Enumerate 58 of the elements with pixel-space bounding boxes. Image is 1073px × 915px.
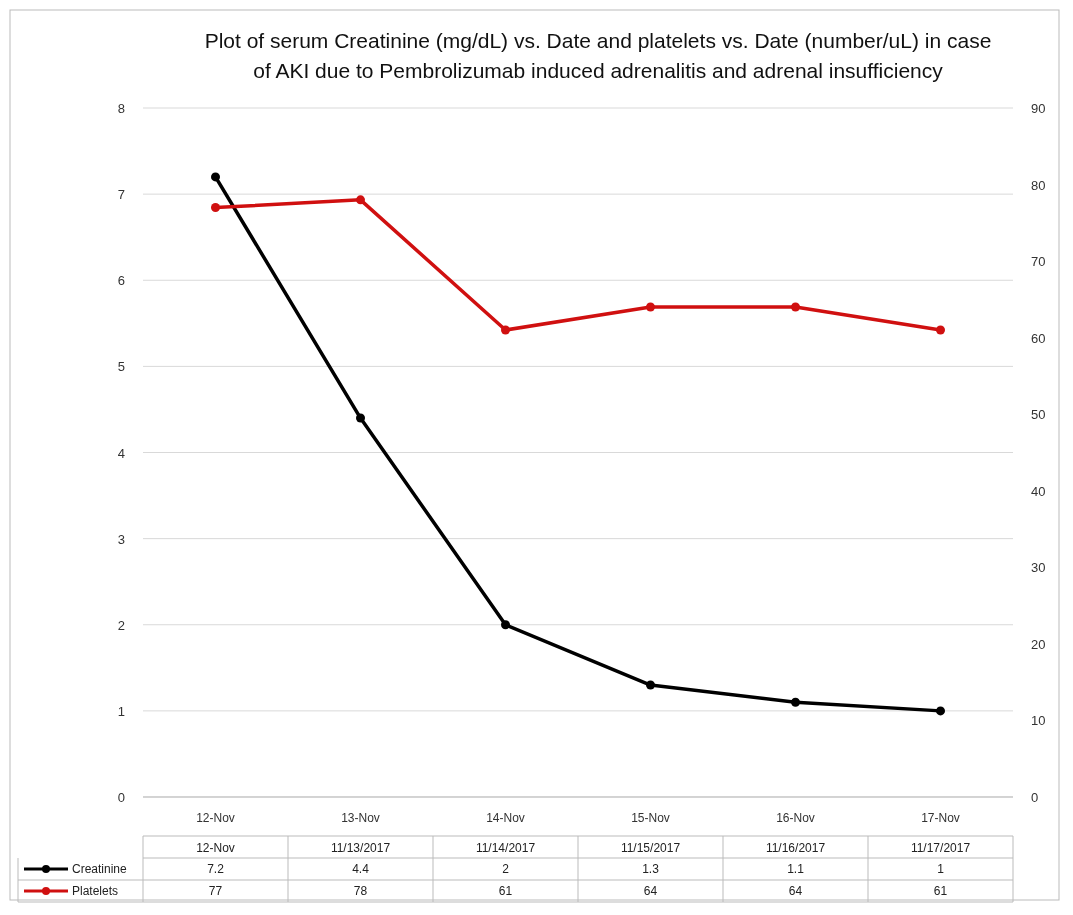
data-label: 61 — [498, 884, 513, 898]
y-tick-label: 4 — [117, 445, 125, 461]
text: 11/17/2017 — [910, 841, 971, 855]
point — [356, 413, 365, 423]
y2-tick-label: 70 — [1031, 254, 1046, 270]
point — [936, 706, 945, 716]
y2-tick-label: 90 — [1031, 101, 1046, 116]
legend-label: Creatinine — [72, 862, 128, 876]
point — [211, 203, 220, 213]
data-label: 4.4 — [352, 862, 370, 876]
data-label: 77 — [208, 884, 223, 898]
y-tick-label: 7 — [117, 187, 125, 203]
y-tick-label: 2 — [117, 617, 125, 633]
point — [501, 620, 510, 630]
x-tick-label: 15-Nov — [631, 811, 670, 825]
data-label: 61 — [933, 884, 948, 898]
data-label: 1.1 — [787, 862, 805, 876]
point — [501, 325, 510, 335]
y2-tick-label: 10 — [1031, 713, 1046, 729]
data-label: 2 — [502, 862, 510, 876]
text: 11/16/2017 — [765, 841, 826, 855]
x-tick-label: 17-Nov — [921, 811, 960, 825]
y-tick-label: 3 — [117, 531, 125, 547]
data-label: 64 — [643, 884, 658, 898]
legend-label: Platelets — [72, 884, 119, 898]
x-tick-label: 13-Nov — [341, 811, 380, 825]
point — [646, 680, 655, 690]
y2-tick-label: 60 — [1031, 330, 1046, 346]
data-label: 7.2 — [207, 862, 225, 876]
data-label: 78 — [353, 884, 368, 898]
y-tick-label: 0 — [117, 790, 125, 805]
text: 11/14/2017 — [475, 841, 536, 855]
y-tick-label: 5 — [117, 359, 125, 375]
text: 11/15/2017 — [620, 841, 681, 855]
y-tick-label: 8 — [117, 101, 125, 116]
y2-tick-label: 20 — [1031, 636, 1046, 652]
y-tick-label: 6 — [117, 273, 125, 289]
y2-tick-label: 80 — [1031, 177, 1046, 193]
x-tick-label: 12-Nov — [196, 811, 235, 825]
point — [936, 325, 945, 335]
data-label: 1.3 — [642, 862, 660, 876]
data-label: 64 — [788, 884, 803, 898]
chart-title: Plot of serum Creatinine (mg/dL) vs. Date and platelets vs. Date (number/uL) in case of AKI due to Pembrolizumab induced adrenalitis and adrenal insufficiency — [204, 29, 992, 82]
y2-tick-label: 40 — [1031, 483, 1046, 499]
point — [791, 302, 800, 312]
point — [791, 697, 800, 707]
data-label: 1 — [937, 862, 945, 876]
y-tick-label: 1 — [117, 703, 125, 719]
text: 12-Nov — [196, 841, 235, 855]
x-tick-label: 16-Nov — [776, 811, 815, 825]
text: 11/13/2017 — [330, 841, 391, 855]
point — [211, 172, 220, 182]
y2-tick-label: 50 — [1031, 407, 1046, 423]
point — [356, 195, 365, 205]
y2-tick-label: 30 — [1031, 560, 1046, 576]
x-tick-label: 14-Nov — [486, 811, 525, 825]
point — [646, 302, 655, 312]
y2-tick-label: 0 — [1031, 790, 1039, 805]
